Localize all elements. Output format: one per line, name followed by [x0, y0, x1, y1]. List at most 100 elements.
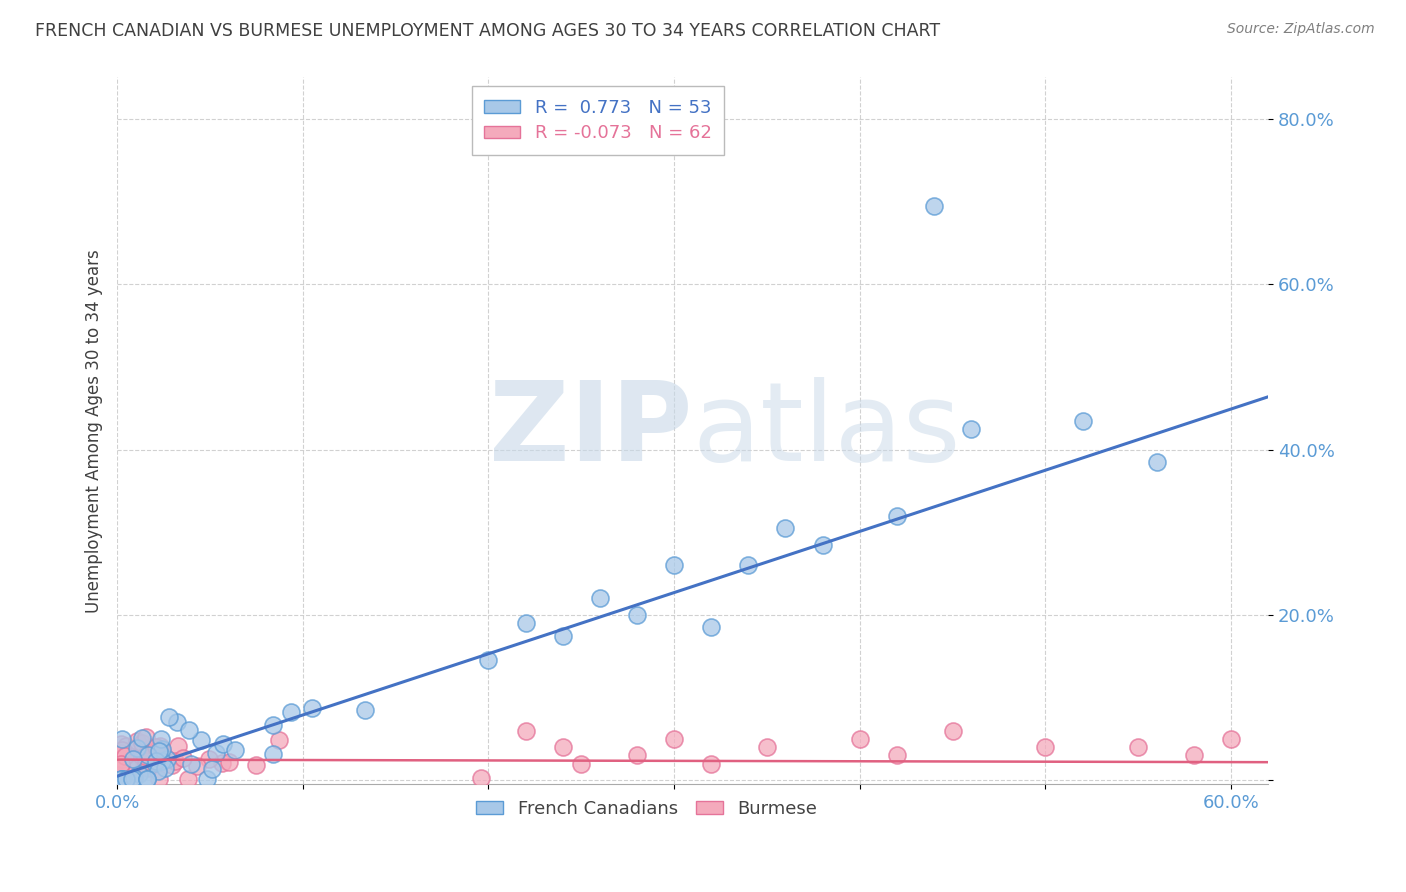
- Point: [811, 538, 834, 552]
- Point: [112, 756, 135, 771]
- Point: [700, 756, 723, 771]
- Point: [700, 620, 723, 634]
- Point: [156, 752, 179, 766]
- Point: [142, 744, 165, 758]
- Point: [515, 723, 537, 738]
- Point: [110, 737, 132, 751]
- Point: [262, 747, 284, 761]
- Point: [470, 771, 492, 785]
- Text: FRENCH CANADIAN VS BURMESE UNEMPLOYMENT AMONG AGES 30 TO 34 YEARS CORRELATION CH: FRENCH CANADIAN VS BURMESE UNEMPLOYMENT …: [35, 22, 941, 40]
- Point: [224, 743, 246, 757]
- Point: [150, 741, 173, 756]
- Point: [204, 746, 226, 760]
- Point: [135, 754, 157, 768]
- Point: [135, 731, 157, 745]
- Point: [110, 772, 132, 786]
- Point: [131, 753, 153, 767]
- Point: [1182, 748, 1205, 763]
- Point: [198, 752, 221, 766]
- Point: [167, 739, 190, 754]
- Point: [737, 558, 759, 573]
- Text: ZIP: ZIP: [489, 377, 693, 484]
- Point: [112, 743, 135, 757]
- Point: [111, 752, 134, 766]
- Point: [136, 761, 159, 775]
- Point: [127, 745, 149, 759]
- Point: [942, 723, 965, 738]
- Point: [755, 740, 778, 755]
- Point: [127, 741, 149, 756]
- Point: [150, 754, 173, 768]
- Point: [124, 757, 146, 772]
- Text: Source: ZipAtlas.com: Source: ZipAtlas.com: [1227, 22, 1375, 37]
- Y-axis label: Unemployment Among Ages 30 to 34 years: Unemployment Among Ages 30 to 34 years: [86, 249, 103, 613]
- Point: [111, 772, 134, 786]
- Point: [132, 746, 155, 760]
- Point: [551, 629, 574, 643]
- Point: [149, 741, 172, 756]
- Point: [922, 199, 945, 213]
- Point: [143, 756, 166, 770]
- Point: [117, 756, 139, 770]
- Point: [477, 653, 499, 667]
- Point: [110, 750, 132, 764]
- Point: [201, 762, 224, 776]
- Point: [280, 706, 302, 720]
- Point: [157, 710, 180, 724]
- Point: [122, 772, 145, 786]
- Point: [211, 756, 233, 771]
- Point: [886, 748, 908, 763]
- Point: [160, 757, 183, 772]
- Point: [146, 756, 169, 770]
- Point: [135, 772, 157, 786]
- Point: [114, 739, 136, 753]
- Point: [177, 723, 200, 738]
- Point: [626, 607, 648, 622]
- Point: [1035, 740, 1057, 755]
- Point: [127, 745, 149, 759]
- Point: [111, 772, 134, 786]
- Legend: French Canadians, Burmese: French Canadians, Burmese: [468, 792, 824, 825]
- Point: [1128, 740, 1150, 755]
- Point: [195, 772, 218, 786]
- Point: [245, 758, 267, 772]
- Point: [145, 754, 167, 768]
- Point: [662, 731, 685, 746]
- Point: [125, 734, 148, 748]
- Point: [515, 616, 537, 631]
- Point: [110, 746, 132, 760]
- Point: [886, 508, 908, 523]
- Point: [117, 758, 139, 772]
- Point: [626, 748, 648, 763]
- Point: [166, 715, 188, 730]
- Point: [110, 757, 132, 772]
- Point: [136, 772, 159, 786]
- Point: [551, 740, 574, 755]
- Point: [122, 756, 145, 770]
- Point: [589, 591, 612, 606]
- Point: [218, 755, 240, 769]
- Point: [114, 749, 136, 764]
- Text: atlas: atlas: [693, 377, 962, 484]
- Point: [150, 732, 173, 747]
- Point: [180, 757, 202, 772]
- Point: [267, 733, 290, 747]
- Point: [145, 739, 167, 754]
- Point: [212, 737, 235, 751]
- Point: [120, 752, 142, 766]
- Point: [131, 736, 153, 750]
- Point: [148, 772, 170, 786]
- Point: [148, 744, 170, 758]
- Point: [1071, 414, 1094, 428]
- Point: [115, 772, 138, 786]
- Point: [301, 701, 323, 715]
- Point: [1220, 731, 1243, 746]
- Point: [775, 521, 797, 535]
- Point: [146, 764, 169, 778]
- Point: [118, 761, 141, 775]
- Point: [111, 743, 134, 757]
- Point: [848, 731, 870, 746]
- Point: [172, 751, 194, 765]
- Point: [121, 752, 143, 766]
- Point: [354, 703, 377, 717]
